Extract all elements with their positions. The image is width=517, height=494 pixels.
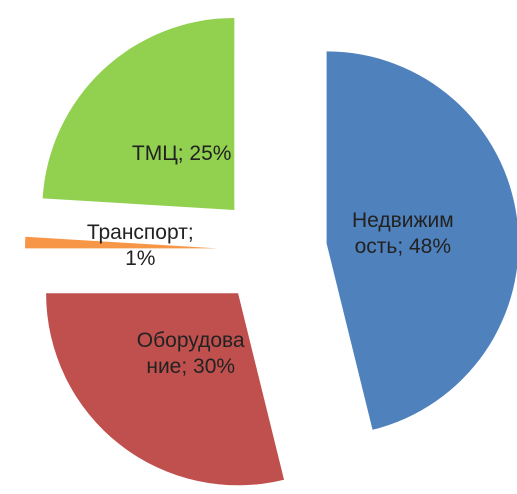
data-label: Недвижимость; 48% xyxy=(351,209,454,259)
data-label: Оборудование; 30% xyxy=(136,328,245,378)
pie-slice xyxy=(326,51,517,430)
pie-slice xyxy=(25,236,218,249)
data-label: Транспорт; 1% xyxy=(86,221,194,271)
pie-slice xyxy=(46,293,285,486)
pie-slice xyxy=(42,17,235,210)
data-label: ТМЦ; 25% xyxy=(131,142,232,166)
